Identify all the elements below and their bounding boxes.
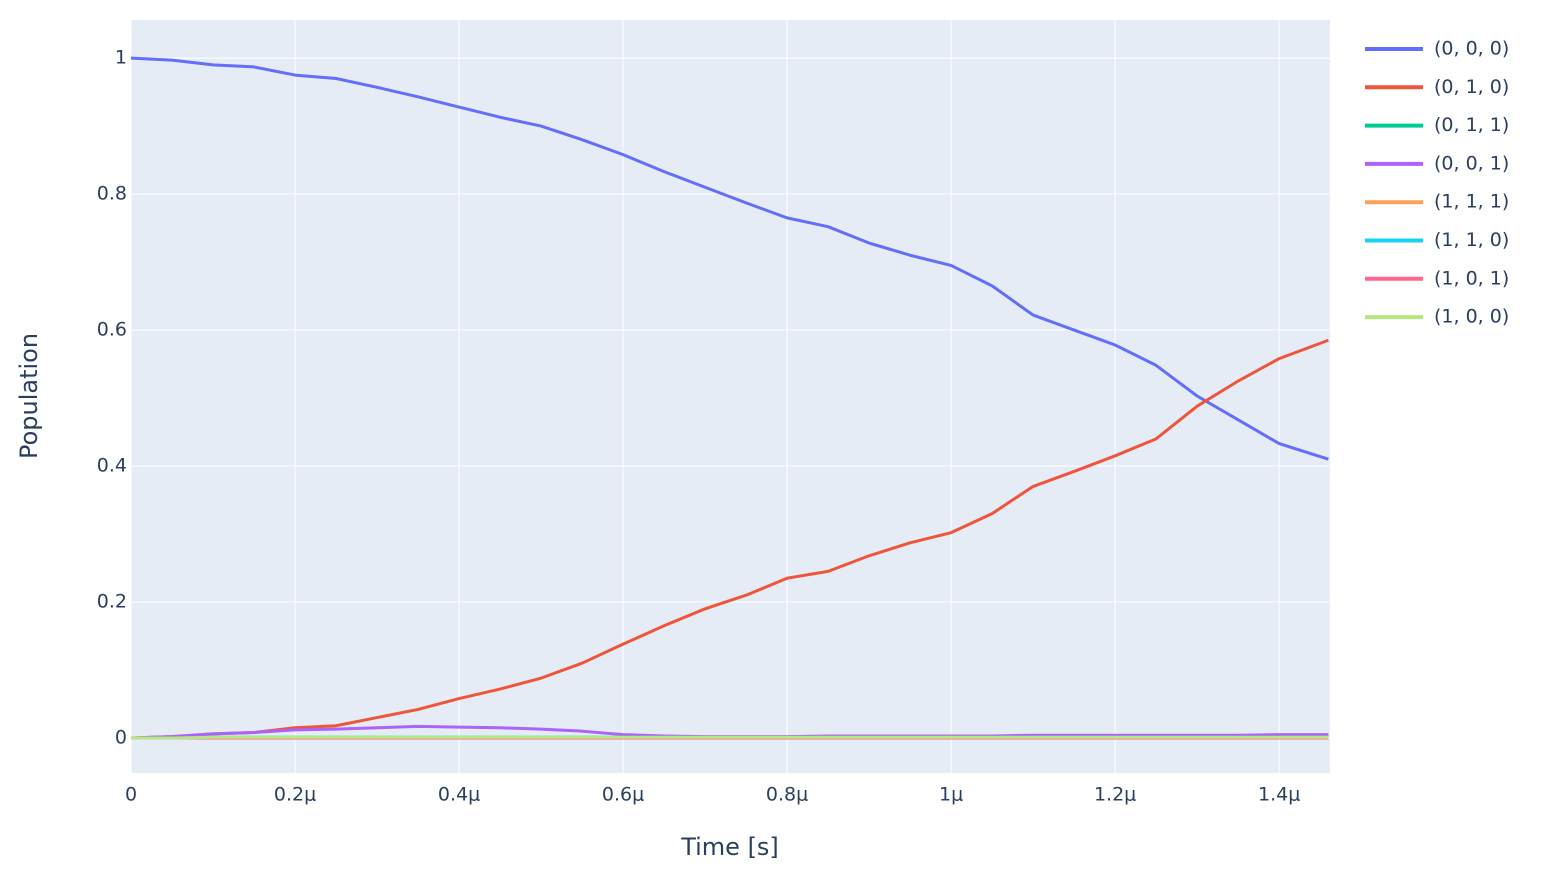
legend-label: (1, 0, 1) [1434, 267, 1509, 289]
y-axis-title: Population [15, 333, 43, 459]
legend-label: (0, 1, 0) [1434, 76, 1509, 98]
y-tick-label: 0.6 [97, 319, 127, 341]
x-tick-label: 0.8μ [766, 784, 808, 806]
legend-label: (0, 0, 0) [1434, 38, 1509, 60]
y-tick-label: 0.4 [97, 455, 127, 477]
plot-area [131, 20, 1330, 773]
y-tick-label: 1 [115, 47, 127, 69]
x-tick-label: 1.4μ [1258, 784, 1300, 806]
legend-label: (1, 0, 0) [1434, 306, 1509, 328]
series-line [131, 735, 1329, 740]
x-tick-label: 1.2μ [1094, 784, 1136, 806]
y-tick-label: 0.8 [97, 183, 127, 205]
legend-label: (1, 1, 1) [1434, 191, 1509, 213]
x-tick-label: 0.6μ [602, 784, 644, 806]
legend-label: (1, 1, 0) [1434, 229, 1509, 251]
legend-label: (0, 1, 1) [1434, 114, 1509, 136]
y-tick-label: 0.2 [97, 591, 127, 613]
y-tick-label: 0 [115, 726, 127, 748]
series-line [130, 338, 1329, 740]
x-tick-label: 0.4μ [438, 784, 480, 806]
x-tick-label: 1μ [939, 784, 963, 806]
series-line [130, 56, 1329, 461]
legend-label: (0, 0, 1) [1434, 152, 1509, 174]
x-axis-title: Time [s] [680, 833, 779, 861]
x-tick-label: 0 [125, 784, 137, 806]
x-tick-label: 0.2μ [274, 784, 316, 806]
